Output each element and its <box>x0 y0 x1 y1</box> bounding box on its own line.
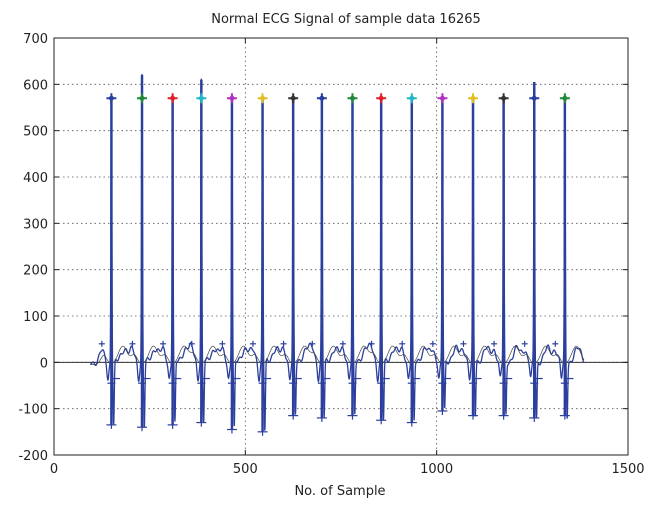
y-tick-label: 100 <box>23 310 48 325</box>
y-tick-label: 200 <box>23 264 48 279</box>
r-peak-marker-dot <box>501 95 507 101</box>
y-tick-label: 700 <box>23 32 48 47</box>
y-tick-label: 300 <box>23 217 48 232</box>
y-tick-label: -100 <box>18 403 48 418</box>
r-peak-marker-dot <box>290 95 296 101</box>
r-peak-marker-dot <box>108 95 114 101</box>
r-peak-marker-dot <box>198 95 204 101</box>
x-axis-label: No. of Sample <box>294 484 385 499</box>
r-peak-marker-dot <box>562 95 568 101</box>
x-tick-label: 500 <box>233 462 258 477</box>
r-peak-marker-dot <box>439 95 445 101</box>
y-tick-label: 500 <box>23 125 48 140</box>
r-peak-marker-dot <box>470 95 476 101</box>
tick-layer: -200 -100 0 100 200 300 400 500 600 700 0 500 1000 15… <box>18 32 644 477</box>
r-peak-marker-dot <box>260 95 266 101</box>
r-peak-marker-dot <box>139 95 145 101</box>
x-tick-label: 1000 <box>420 462 453 477</box>
plot-area <box>53 37 629 456</box>
r-peak-marker-dot <box>319 95 325 101</box>
y-tick-label: -200 <box>18 449 48 464</box>
x-tick-label: 1500 <box>611 462 644 477</box>
r-peak-marker-dot <box>229 95 235 101</box>
r-peak-marker-dot <box>531 95 537 101</box>
y-tick-label: 400 <box>23 171 48 186</box>
r-peak-marker-dot <box>170 95 176 101</box>
r-peak-marker-dot <box>349 95 355 101</box>
y-tick-label: 0 <box>40 356 48 371</box>
r-peak-marker-dot <box>378 95 384 101</box>
signal-layer <box>89 73 585 432</box>
r-peak-marker-dot <box>409 95 415 101</box>
y-tick-label: 600 <box>23 78 48 93</box>
marker-layer <box>98 93 574 436</box>
chart-title: Normal ECG Signal of sample data 16265 <box>211 12 481 27</box>
x-tick-label: 0 <box>50 462 58 477</box>
